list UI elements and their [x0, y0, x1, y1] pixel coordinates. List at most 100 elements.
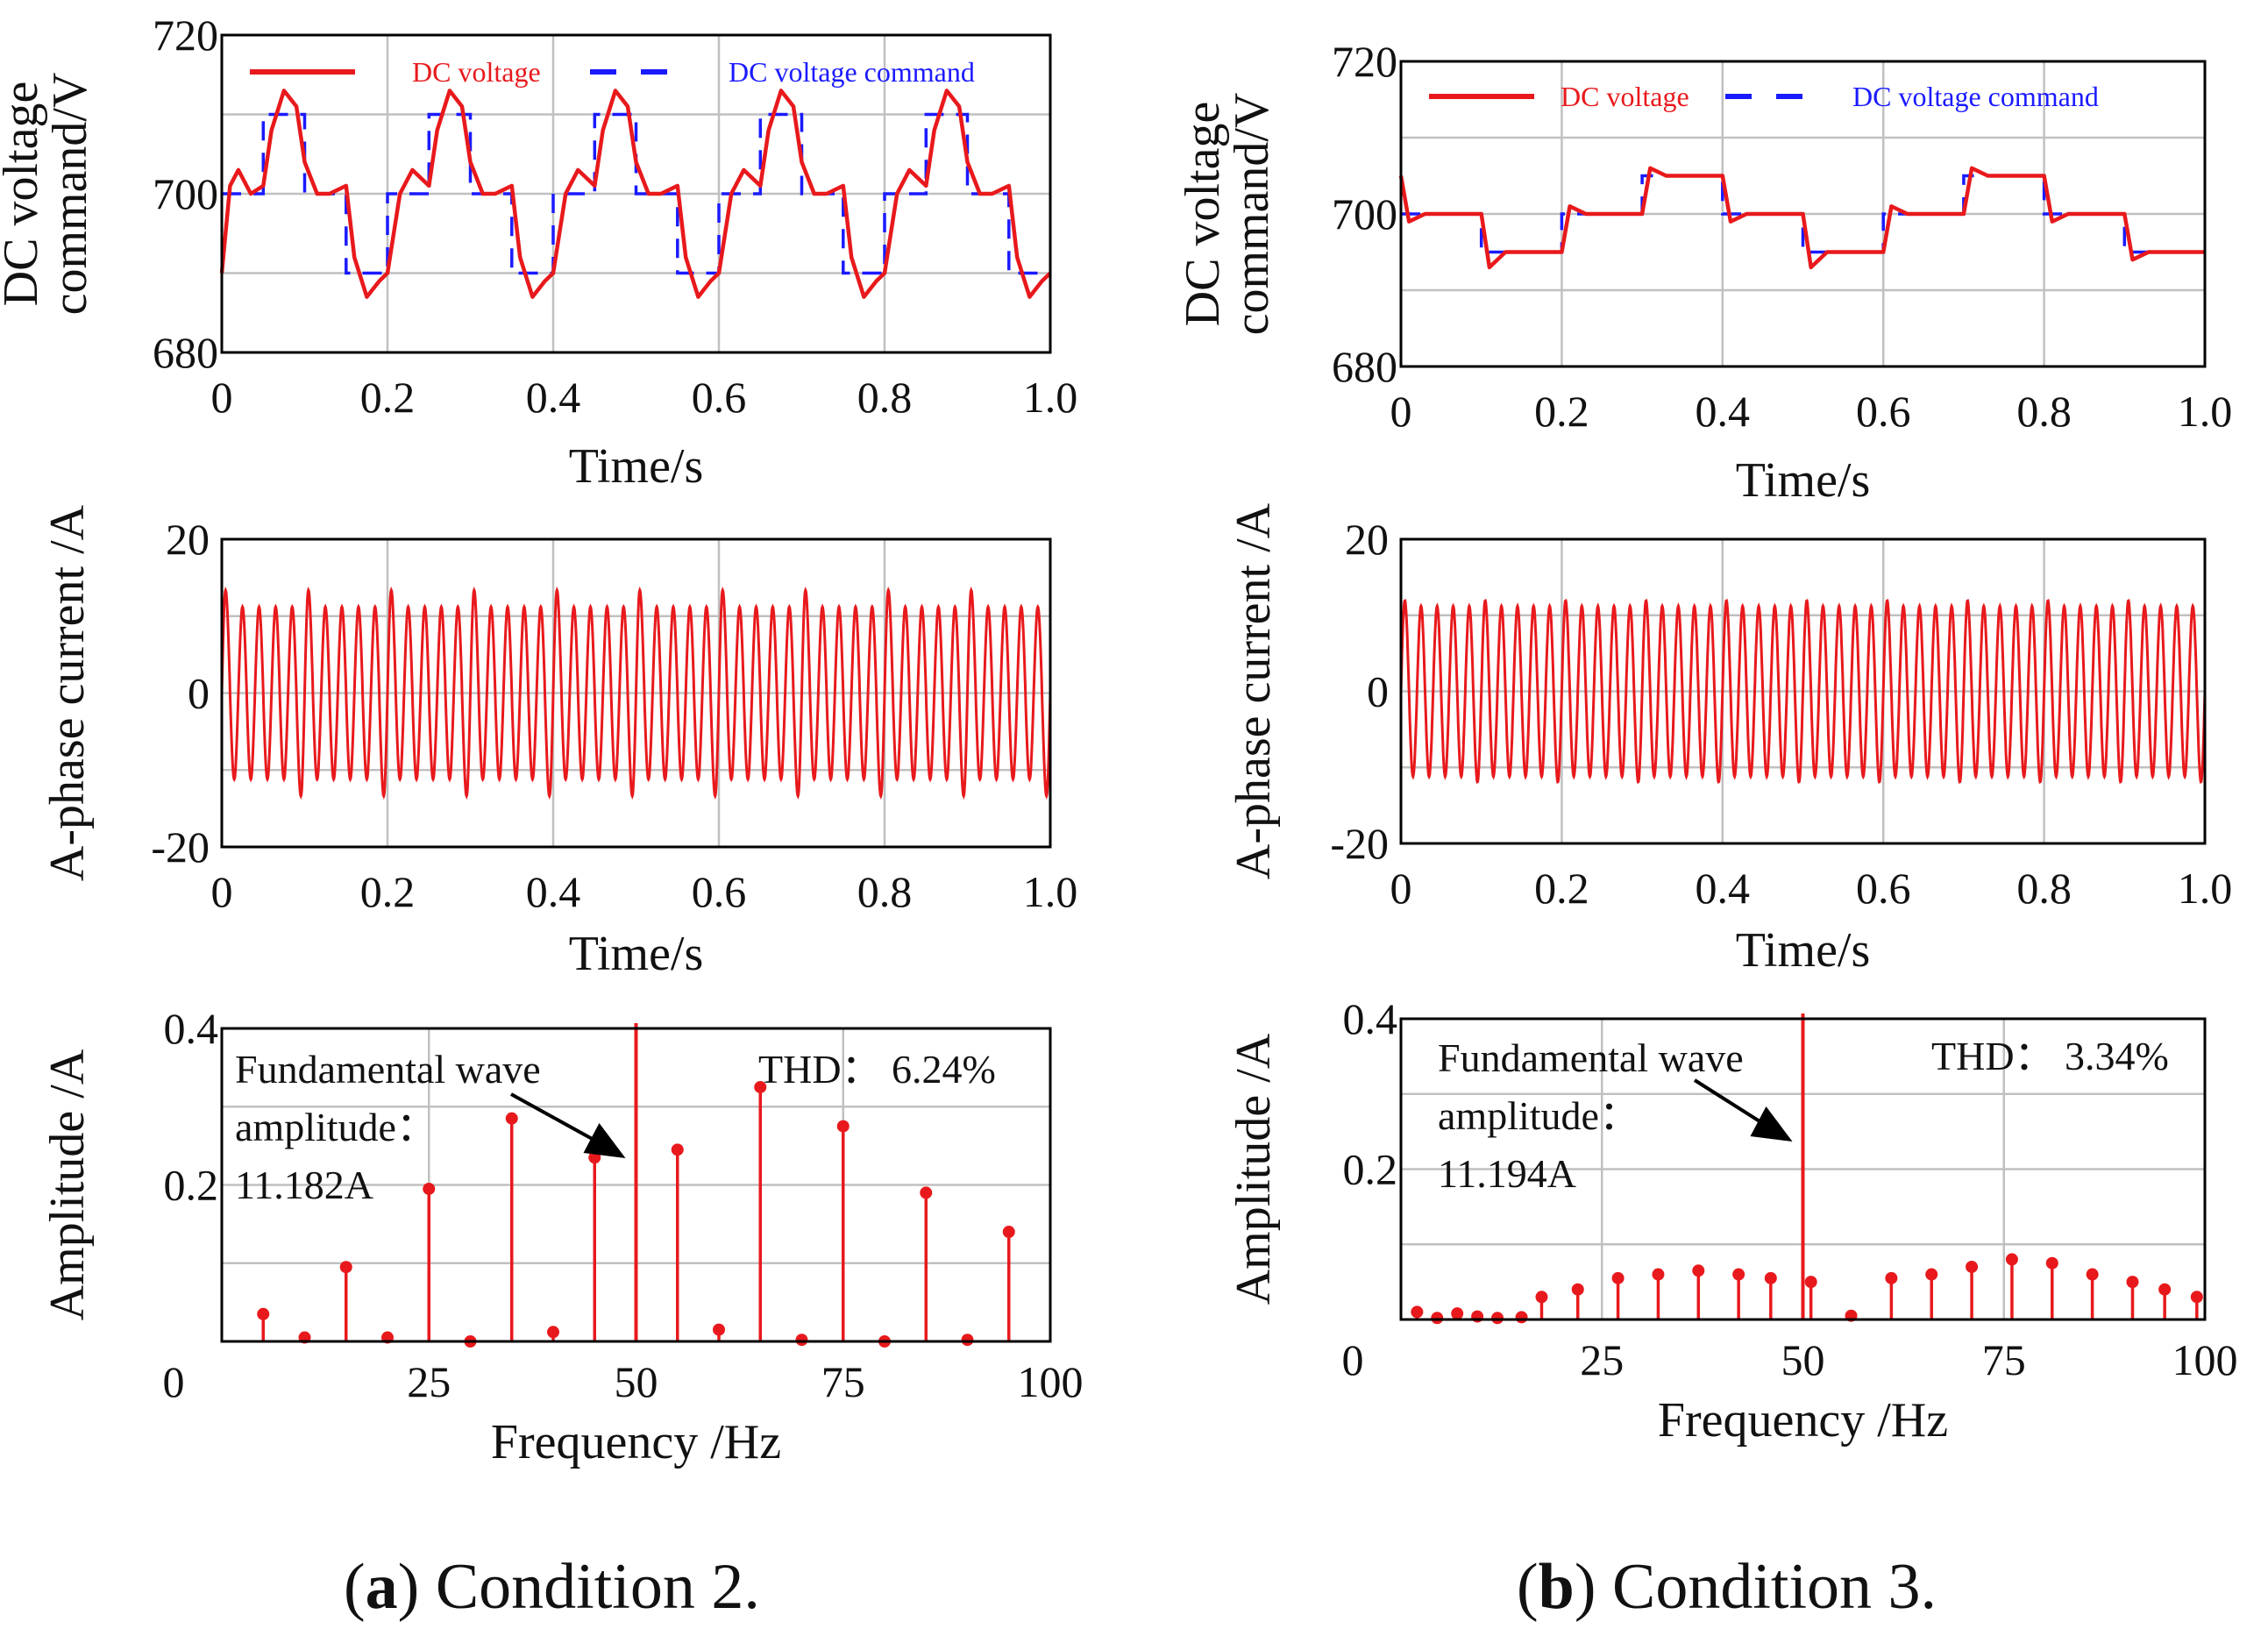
x-tick-label: 0.2 — [360, 373, 416, 422]
x-tick-label: 50 — [615, 1357, 658, 1406]
y-tick-label: 0.4 — [164, 1004, 219, 1053]
y-tick-label: 720 — [1332, 37, 1397, 86]
caption-a-text: Condition 2. — [435, 1551, 760, 1623]
harmonic-marker — [1535, 1291, 1548, 1304]
x-tick-label: 0.8 — [2016, 387, 2072, 436]
y-tick-label: -20 — [151, 822, 210, 871]
x-tick-label: 1.0 — [2178, 864, 2233, 913]
y-axis-label: DC voltagecommand/V — [1176, 93, 1279, 336]
harmonic-marker — [2190, 1291, 2203, 1304]
legend-dc-voltage-command-label: DC voltage command — [729, 56, 975, 88]
series-dc-voltage — [219, 89, 1052, 299]
y-axis-label-line: Amplitude /A — [40, 1049, 95, 1320]
series-dc-voltage — [1398, 166, 2205, 270]
x-tick-label: 1.0 — [2178, 387, 2233, 436]
legend-dc-voltage-label: DC voltage — [1561, 81, 1689, 112]
harmonic-marker — [339, 1261, 352, 1274]
fundamental-annotation-line: Fundamental wave — [1438, 1035, 1744, 1080]
x-axis-label: Frequency /Hz — [1658, 1393, 1948, 1448]
y-axis-label-line: Amplitude /A — [1226, 1033, 1281, 1305]
caption-b: (b) Condition 3. — [1517, 1551, 1937, 1623]
x-axis-label: Frequency /Hz — [491, 1415, 781, 1469]
caption-a: (a) Condition 2. — [344, 1551, 760, 1623]
x-axis-label: Time/s — [569, 927, 704, 981]
harmonic-marker — [920, 1186, 933, 1199]
y-axis-label-line: A-phase current /A — [40, 504, 95, 881]
x-tick-label: 0 — [211, 867, 233, 916]
y-axis-label: Amplitude /A — [1226, 1033, 1281, 1305]
y-tick-label: 680 — [1332, 342, 1397, 391]
harmonic-marker — [1925, 1268, 1938, 1281]
x-tick-label: 0.6 — [1856, 864, 1911, 913]
plot-frame — [1399, 537, 2207, 845]
y-axis-label: DC voltagecommand/V — [0, 73, 97, 316]
harmonic-marker — [1571, 1283, 1584, 1296]
y-tick-label: 0 — [188, 669, 210, 718]
y-tick-label: 700 — [1332, 189, 1397, 238]
thd-annotation: THD： 6.24% — [758, 1047, 996, 1092]
y-axis-label-line: DC voltage — [1176, 102, 1230, 327]
plot-frame — [220, 33, 1052, 354]
x-tick-label: 0.6 — [692, 373, 747, 422]
x-tick-label: 1.0 — [1023, 867, 1078, 916]
x-tick-label: 50 — [1781, 1335, 1825, 1384]
legend-dc-voltage-command-label: DC voltage command — [1852, 81, 2099, 112]
harmonic-marker — [836, 1120, 850, 1133]
y-axis-label-line: command/V — [1225, 93, 1279, 336]
harmonic-marker — [1764, 1271, 1777, 1284]
x-tick-label: 75 — [821, 1357, 865, 1406]
harmonic-marker — [2086, 1268, 2099, 1281]
harmonic-marker — [2045, 1256, 2058, 1270]
y-tick-label: 720 — [153, 11, 218, 60]
spectrum-chart-a: Fundamental wave amplitude： 11.182A THD： 6.… — [40, 1004, 1084, 1469]
x-tick-label: 0 — [163, 1357, 185, 1406]
y-tick-label: 0 — [1367, 667, 1389, 716]
x-tick-label: 0.4 — [1696, 387, 1751, 436]
x-tick-label: 0 — [1390, 864, 1412, 913]
harmonic-marker — [2005, 1253, 2018, 1266]
x-tick-label: 25 — [407, 1357, 451, 1406]
plot-frame — [220, 537, 1052, 849]
legend-dc-voltage-label: DC voltage — [412, 56, 541, 88]
plot-frame — [1399, 1017, 2207, 1321]
y-tick-label: 700 — [153, 169, 218, 218]
harmonic-marker — [754, 1080, 767, 1093]
thd-annotation: THD： 3.34% — [1931, 1034, 2169, 1078]
harmonic-marker — [1431, 1312, 1444, 1325]
x-tick-label: 0.4 — [526, 373, 581, 422]
x-axis-label: Time/s — [1736, 453, 1871, 508]
y-tick-label: -20 — [1330, 819, 1389, 868]
y-tick-label: 0.2 — [1343, 1145, 1398, 1194]
harmonic-marker — [1692, 1264, 1705, 1277]
harmonic-marker — [2126, 1276, 2139, 1289]
y-axis-label-line: DC voltage — [0, 82, 48, 307]
y-axis-label: Amplitude /A — [40, 1049, 95, 1320]
x-tick-label: 0.8 — [2016, 864, 2072, 913]
harmonic-marker — [257, 1307, 270, 1320]
harmonic-marker — [671, 1143, 684, 1156]
harmonic-marker — [1491, 1312, 1504, 1325]
plot-frame — [1399, 60, 2207, 368]
x-tick-label: 75 — [1982, 1335, 2026, 1384]
y-axis-label-line: command/V — [43, 73, 97, 316]
x-tick-label: 25 — [1580, 1335, 1624, 1384]
x-tick-label: 0.6 — [1856, 387, 1911, 436]
x-tick-label: 0.8 — [857, 867, 913, 916]
caption-a-letter: a — [365, 1551, 398, 1623]
series-a-phase-current — [220, 586, 1052, 800]
spectrum-chart-b: Fundamental wave amplitude： 11.194A THD： 3.… — [1226, 994, 2238, 1448]
harmonic-marker — [2158, 1283, 2172, 1296]
harmonic-marker — [1732, 1268, 1745, 1281]
fundamental-annotation-line: 11.194A — [1438, 1151, 1576, 1196]
harmonic-marker — [1002, 1226, 1015, 1239]
harmonic-marker — [1411, 1305, 1424, 1319]
plot-frame — [220, 1027, 1052, 1343]
x-tick-label: 0 — [211, 373, 233, 422]
x-tick-label: 0.2 — [1534, 864, 1589, 913]
fundamental-annotation-line: amplitude： — [1438, 1093, 1639, 1138]
fundamental-annotation-line: 11.182A — [235, 1163, 373, 1207]
y-axis-label-line: A-phase current /A — [1226, 502, 1281, 879]
annotation-arrow-head — [583, 1123, 626, 1158]
